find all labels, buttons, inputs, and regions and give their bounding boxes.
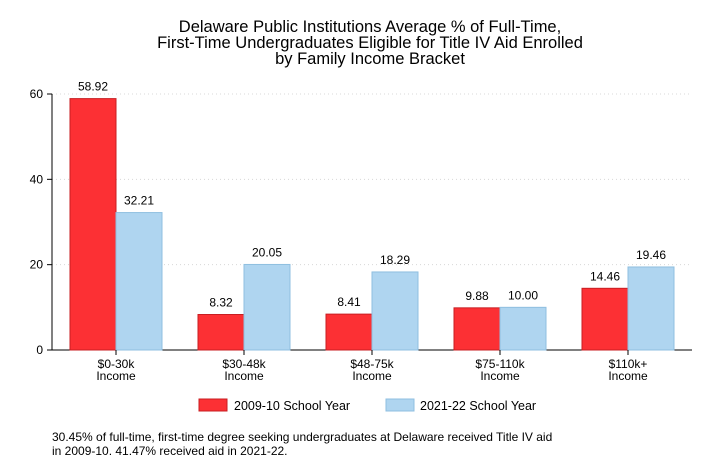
data-label: 9.88 [465,289,489,303]
x-tick-label: Income [96,369,136,383]
x-tick-label: Income [480,369,520,383]
x-tick-label: $75-110k [475,357,525,371]
data-label: 19.46 [636,248,666,262]
data-label: 18.29 [380,253,410,267]
legend-label: 2009-10 School Year [234,399,350,413]
legend-swatch [385,398,415,412]
y-tick-label: 40 [30,172,44,186]
bar-2009-10 [453,307,501,351]
chart-title-line: Delaware Public Institutions Average % o… [179,18,561,36]
chart-title-line: First-Time Undergraduates Eligible for T… [157,34,583,52]
bar-2009-10 [325,313,373,351]
y-tick-label: 60 [30,87,44,101]
y-tick-label: 20 [30,258,44,272]
x-tick-label: $110k+ [609,357,648,371]
chart-title-line: by Family Income Bracket [275,50,465,68]
x-tick-label: $0-30k [98,357,136,371]
bar-2021-22 [115,212,163,351]
bar-2021-22 [499,306,547,351]
x-tick-label: Income [224,369,264,383]
data-label: 10.00 [508,288,538,302]
bar-2009-10 [581,287,629,351]
bar-2021-22 [627,266,675,351]
bar-2009-10 [69,98,117,351]
legend-swatch [198,398,228,412]
bar-2021-22 [243,263,291,351]
data-label: 32.21 [124,194,154,208]
bar-2021-22 [371,271,419,351]
y-tick-label: 0 [36,343,43,357]
footnote: 30.45% of full-time, first-time degree s… [52,430,553,458]
bar-2009-10 [197,314,245,351]
data-label: 8.32 [209,296,233,310]
x-tick-label: $30-48k [222,357,266,371]
x-tick-label: Income [352,369,392,383]
data-label: 58.92 [78,80,108,94]
x-tick-label: Income [608,369,648,383]
legend-label: 2021-22 School Year [420,399,536,413]
x-tick-label: $48-75k [350,357,394,371]
data-label: 14.46 [590,269,620,283]
data-label: 20.05 [252,245,282,259]
data-label: 8.41 [337,295,361,309]
